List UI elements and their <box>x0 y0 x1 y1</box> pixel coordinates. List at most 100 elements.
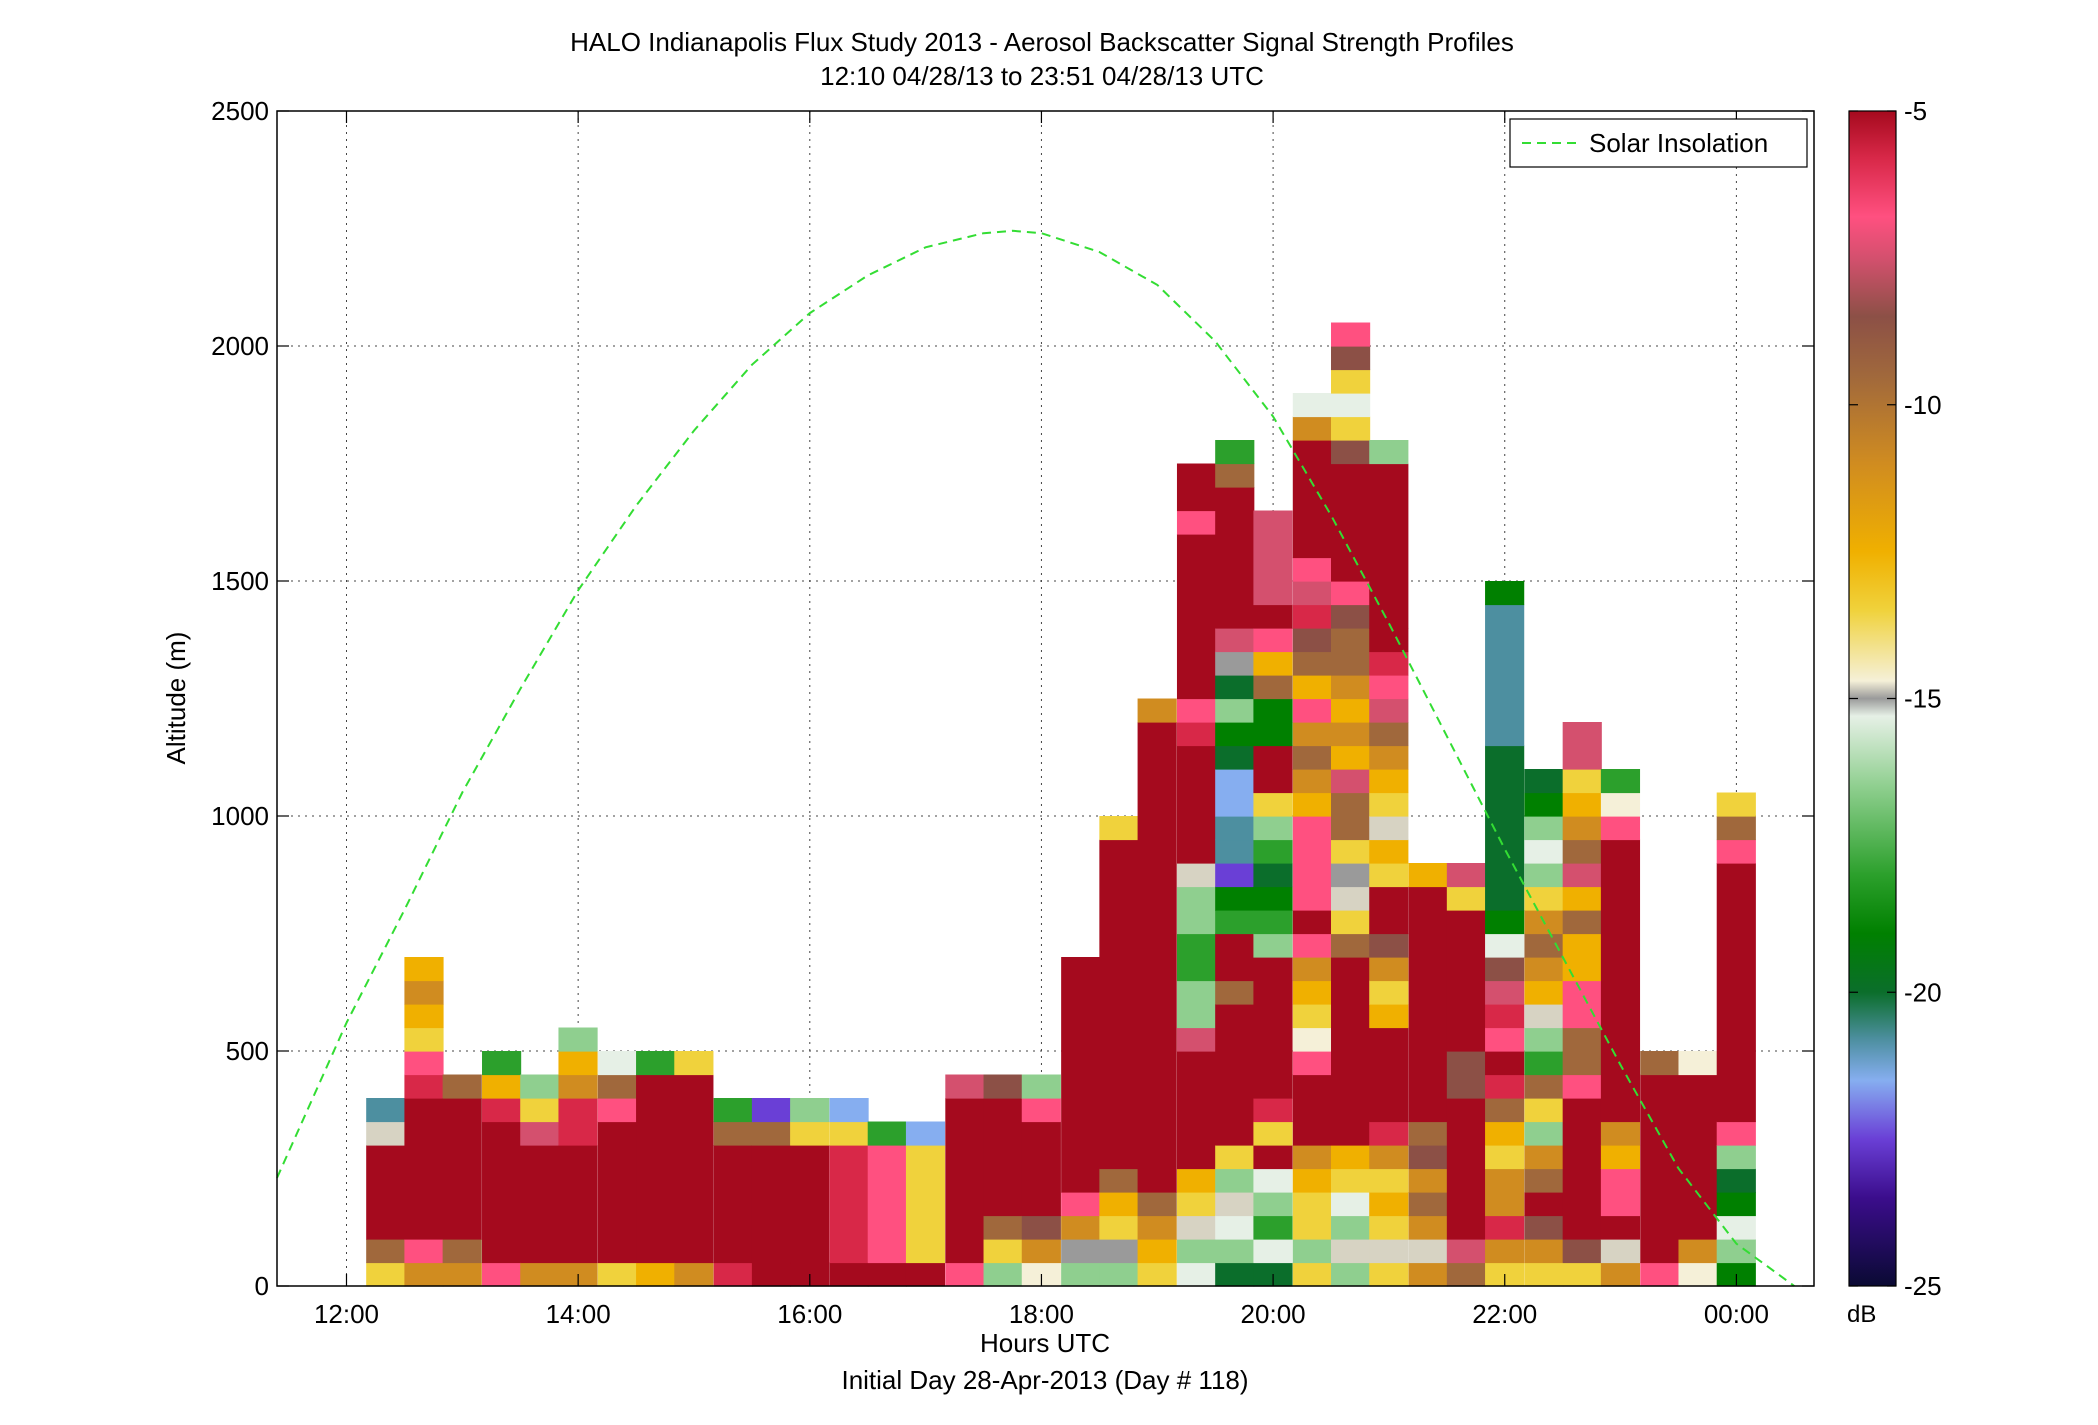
heatmap-cell <box>366 1121 406 1146</box>
y-tick-label: 2500 <box>211 96 269 126</box>
heatmap-cell <box>1331 698 1371 723</box>
heatmap-cell <box>790 1098 830 1123</box>
heatmap-cell <box>558 1027 598 1052</box>
heatmap-cell <box>1331 322 1371 347</box>
heatmap-cell <box>1215 1145 1255 1170</box>
heatmap-cell <box>983 1239 1023 1264</box>
heatmap-cell <box>404 1074 444 1099</box>
heatmap-cell <box>1369 886 1409 935</box>
heatmap-cell <box>1524 886 1564 911</box>
plot-frame <box>276 110 1815 1287</box>
heatmap-cell <box>1640 1074 1680 1264</box>
heatmap-cell <box>1369 1004 1409 1029</box>
heatmap-cell <box>1331 792 1371 817</box>
heatmap-cell <box>829 1262 869 1287</box>
colorbar-tick-label: -25 <box>1904 1271 1942 1301</box>
heatmap-cell <box>713 1145 753 1264</box>
heatmap-cell <box>1215 910 1255 935</box>
heatmap-cell <box>1369 698 1409 723</box>
heatmap-cell <box>1446 1239 1486 1264</box>
heatmap-cell <box>1369 863 1409 888</box>
heatmap-cell <box>1600 1145 1641 1170</box>
heatmap-cell <box>366 1239 406 1264</box>
y-tick-label: 0 <box>255 1271 269 1301</box>
heatmap-cell <box>1331 745 1371 770</box>
heatmap-cell <box>1061 1192 1101 1217</box>
heatmap-cell <box>442 1239 482 1264</box>
heatmap-cell <box>1292 816 1332 911</box>
heatmap-cell <box>1331 581 1371 606</box>
heatmap-cell <box>983 1262 1023 1287</box>
heatmap-cell <box>1331 839 1371 864</box>
heatmap-cell <box>1061 957 1101 1193</box>
heatmap-cell <box>366 1145 406 1240</box>
heatmap-cell <box>1176 510 1217 535</box>
heatmap-cell <box>1021 1098 1061 1123</box>
heatmap-cell <box>905 1121 946 1146</box>
heatmap-cell <box>1562 910 1602 935</box>
heatmap-cell <box>1446 910 1486 1052</box>
heatmap-cell <box>1176 534 1217 700</box>
heatmap-cell <box>1369 1215 1409 1240</box>
y-tick-label: 1500 <box>211 566 269 596</box>
heatmap-cell <box>1215 980 1255 1005</box>
heatmap-cell <box>636 1262 676 1287</box>
heatmap-cell <box>905 1145 946 1264</box>
heatmap-cell <box>1176 745 1217 864</box>
heatmap-cell <box>829 1145 869 1264</box>
heatmap-cell <box>404 1098 444 1240</box>
heatmap-cell <box>1215 651 1255 676</box>
heatmap-cell <box>1408 1239 1448 1264</box>
heatmap-cell <box>1137 1215 1177 1240</box>
heatmap-cell <box>1524 769 1564 794</box>
heatmap-cell <box>520 1121 560 1146</box>
heatmap-cell <box>713 1121 753 1146</box>
heatmap-cell <box>1099 816 1139 841</box>
heatmap-cell <box>1292 745 1332 770</box>
solar-insolation-line <box>276 229 1795 1287</box>
heatmap-cell <box>1253 1098 1293 1123</box>
heatmap-cell <box>597 1121 638 1264</box>
heatmap-cell <box>366 1262 406 1287</box>
heatmap-cell <box>1524 933 1564 958</box>
heatmap-cell <box>1446 1098 1486 1240</box>
heatmap-cell <box>1253 1215 1293 1240</box>
heatmap-cell <box>1446 863 1486 888</box>
heatmap-cell <box>1524 1051 1564 1076</box>
heatmap-cell <box>404 1262 444 1287</box>
heatmap-cell <box>636 1051 676 1076</box>
heatmap-cell <box>1292 1145 1332 1170</box>
y-tick-label: 1000 <box>211 801 269 831</box>
heatmap-cell <box>1137 1262 1177 1287</box>
heatmap-cell <box>1331 675 1371 700</box>
heatmap-cell <box>1331 886 1371 911</box>
colorbar: -5 -10 -15 -20 -25 dB <box>1847 96 1942 1328</box>
heatmap-cell <box>1446 1262 1486 1287</box>
heatmap-cell <box>1485 910 1525 935</box>
heatmap-cell <box>1369 1192 1409 1217</box>
heatmap-cell <box>1292 440 1332 559</box>
heatmap-cell <box>1716 1145 1756 1170</box>
heatmap-cell <box>1369 1121 1409 1146</box>
heatmap-cell <box>1524 1098 1564 1123</box>
heatmap-cell <box>983 1098 1023 1217</box>
heatmap-cell <box>1292 1051 1332 1076</box>
heatmap-cell <box>1600 769 1641 794</box>
heatmap-cell <box>482 1121 522 1264</box>
heatmap-cell <box>1562 722 1602 770</box>
colorbar-tick-label: -5 <box>1904 96 1927 126</box>
heatmap-cell <box>1176 1168 1217 1193</box>
colorbar-ticks: -5 -10 -15 -20 -25 <box>1849 96 1942 1301</box>
heatmap-cell <box>1485 745 1525 911</box>
heatmap-cell <box>1562 1004 1602 1029</box>
heatmap-cell <box>1253 1145 1293 1170</box>
legend-label-solar-insolation: Solar Insolation <box>1589 128 1768 158</box>
heatmap-cell <box>1678 1239 1718 1264</box>
colorbar-tick-label: -20 <box>1904 977 1942 1007</box>
heatmap-cell <box>1562 933 1602 958</box>
heatmap-cell <box>404 1051 444 1076</box>
heatmap-cell <box>1716 1168 1756 1193</box>
heatmap-cell <box>1292 722 1332 747</box>
heatmap-cell <box>1369 651 1409 676</box>
heatmap-cell <box>1562 839 1602 864</box>
